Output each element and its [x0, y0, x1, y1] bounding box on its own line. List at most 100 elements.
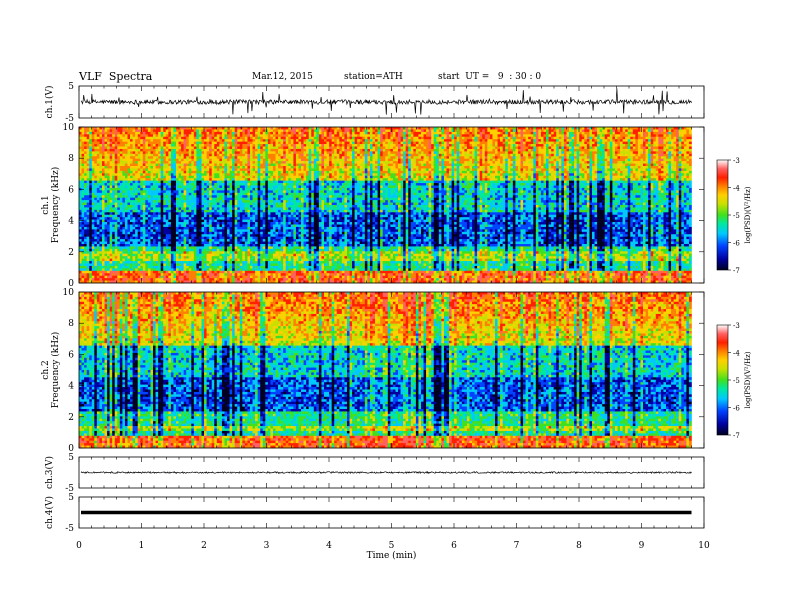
spectrogram-cell — [207, 151, 210, 154]
spectrogram-cell — [538, 166, 541, 169]
spectrogram-cell — [247, 139, 250, 142]
spectrogram-cell — [360, 139, 363, 142]
spectrogram-cell — [107, 151, 110, 154]
spectrogram-cell — [421, 142, 424, 145]
spectrogram-cell — [549, 156, 552, 159]
spectrogram-cell — [145, 171, 148, 174]
spectrogram-cell — [549, 159, 552, 162]
spectrogram-cell — [327, 159, 330, 162]
spectrogram-cell — [508, 161, 511, 164]
spectrogram-cell — [245, 161, 248, 164]
spectrogram-cell — [232, 164, 235, 167]
spectrogram-cell — [686, 147, 689, 150]
spectrogram-cell — [447, 142, 450, 145]
spectrogram-cell — [666, 159, 669, 162]
spectrogram-cell — [610, 161, 613, 164]
spectrogram-cell — [360, 127, 363, 130]
spectrogram-cell — [110, 173, 113, 176]
spectrogram-cell — [429, 156, 432, 159]
spectrogram-cell — [196, 147, 199, 150]
spectrogram-cell — [250, 149, 253, 152]
spectrogram-cell — [94, 127, 97, 130]
spectrogram-cell — [122, 134, 125, 137]
spectrogram-cell — [99, 144, 102, 147]
spectrogram-cell — [92, 159, 95, 162]
spectrogram-cell — [559, 142, 562, 145]
spectrogram-cell — [281, 168, 284, 171]
spectrogram-cell — [158, 137, 161, 140]
spectrogram-cell — [477, 151, 480, 154]
spectrogram-cell — [87, 166, 90, 169]
spectrogram-cell — [102, 151, 105, 154]
spectrogram-cell — [661, 144, 664, 147]
spectrogram-cell — [569, 166, 572, 169]
spectrogram-cell — [485, 127, 488, 130]
y-tick-label: 5 — [68, 82, 74, 92]
spectrogram-cell — [439, 151, 442, 154]
spectrogram-cell — [597, 142, 600, 145]
spectrogram-cell — [439, 132, 442, 135]
spectrogram-cell — [99, 164, 102, 167]
spectrogram-cell — [194, 149, 197, 152]
spectrogram-cell — [276, 149, 279, 152]
spectrogram-cell — [110, 127, 113, 130]
spectrogram-cell — [168, 161, 171, 164]
spectrogram-cell — [99, 151, 102, 154]
spectrogram-cell — [350, 147, 353, 150]
spectrogram-cell — [625, 164, 628, 167]
spectrogram-cell — [189, 164, 192, 167]
spectrogram-cell — [115, 156, 118, 159]
spectrogram-cell — [612, 156, 615, 159]
spectrogram-cell — [92, 176, 95, 179]
spectrogram-cell — [418, 154, 421, 157]
spectrogram-cell — [166, 147, 169, 150]
spectrogram-cell — [434, 168, 437, 171]
spectrogram-cell — [360, 161, 363, 164]
spectrogram-cell — [469, 166, 472, 169]
spectrogram-cell — [469, 168, 472, 171]
spectrogram-cell — [327, 154, 330, 157]
spectrogram-cell — [143, 134, 146, 137]
spectrogram-cell — [528, 147, 531, 150]
spectrogram-cell — [531, 147, 534, 150]
spectrogram-cell — [600, 129, 603, 132]
spectrogram-cell — [661, 139, 664, 142]
spectrogram-cell — [408, 144, 411, 147]
spectrogram-cell — [265, 159, 268, 162]
spectrogram-cell — [638, 137, 641, 140]
spectrogram-cell — [166, 132, 169, 135]
spectrogram-cell — [199, 151, 202, 154]
spectrogram-cell — [464, 144, 467, 147]
spectrogram-cell — [536, 149, 539, 152]
spectrogram-cell — [416, 134, 419, 137]
spectrogram-cell — [556, 142, 559, 145]
spectrogram-cell — [589, 147, 592, 150]
spectrogram-cell — [574, 156, 577, 159]
spectrogram-cell — [584, 147, 587, 150]
spectrogram-cell — [584, 168, 587, 171]
spectrogram-cell — [612, 147, 615, 150]
spectrogram-cell — [490, 171, 493, 174]
spectrogram-cell — [449, 171, 452, 174]
spectrogram-cell — [434, 154, 437, 157]
spectrogram-cell — [263, 166, 266, 169]
spectrogram-cell — [372, 142, 375, 145]
spectrogram-cell — [469, 171, 472, 174]
spectrogram-cell — [332, 151, 335, 154]
spectrogram-cell — [270, 166, 273, 169]
spectrogram-cell — [615, 159, 618, 162]
spectrogram-cell — [276, 127, 279, 130]
spectrogram-cell — [441, 144, 444, 147]
spectrogram-cell — [158, 156, 161, 159]
spectrogram-cell — [255, 144, 258, 147]
spectrogram-cell — [352, 139, 355, 142]
spectrogram-cell — [125, 149, 128, 152]
spectrogram-cell — [270, 164, 273, 167]
spectrogram-cell — [314, 154, 317, 157]
spectrogram-cell — [643, 142, 646, 145]
spectrogram-cell — [296, 137, 299, 140]
spectrogram-cell — [166, 144, 169, 147]
spectrogram-cell — [240, 168, 243, 171]
spectrogram-cell — [536, 139, 539, 142]
spectrogram-cell — [309, 132, 312, 135]
